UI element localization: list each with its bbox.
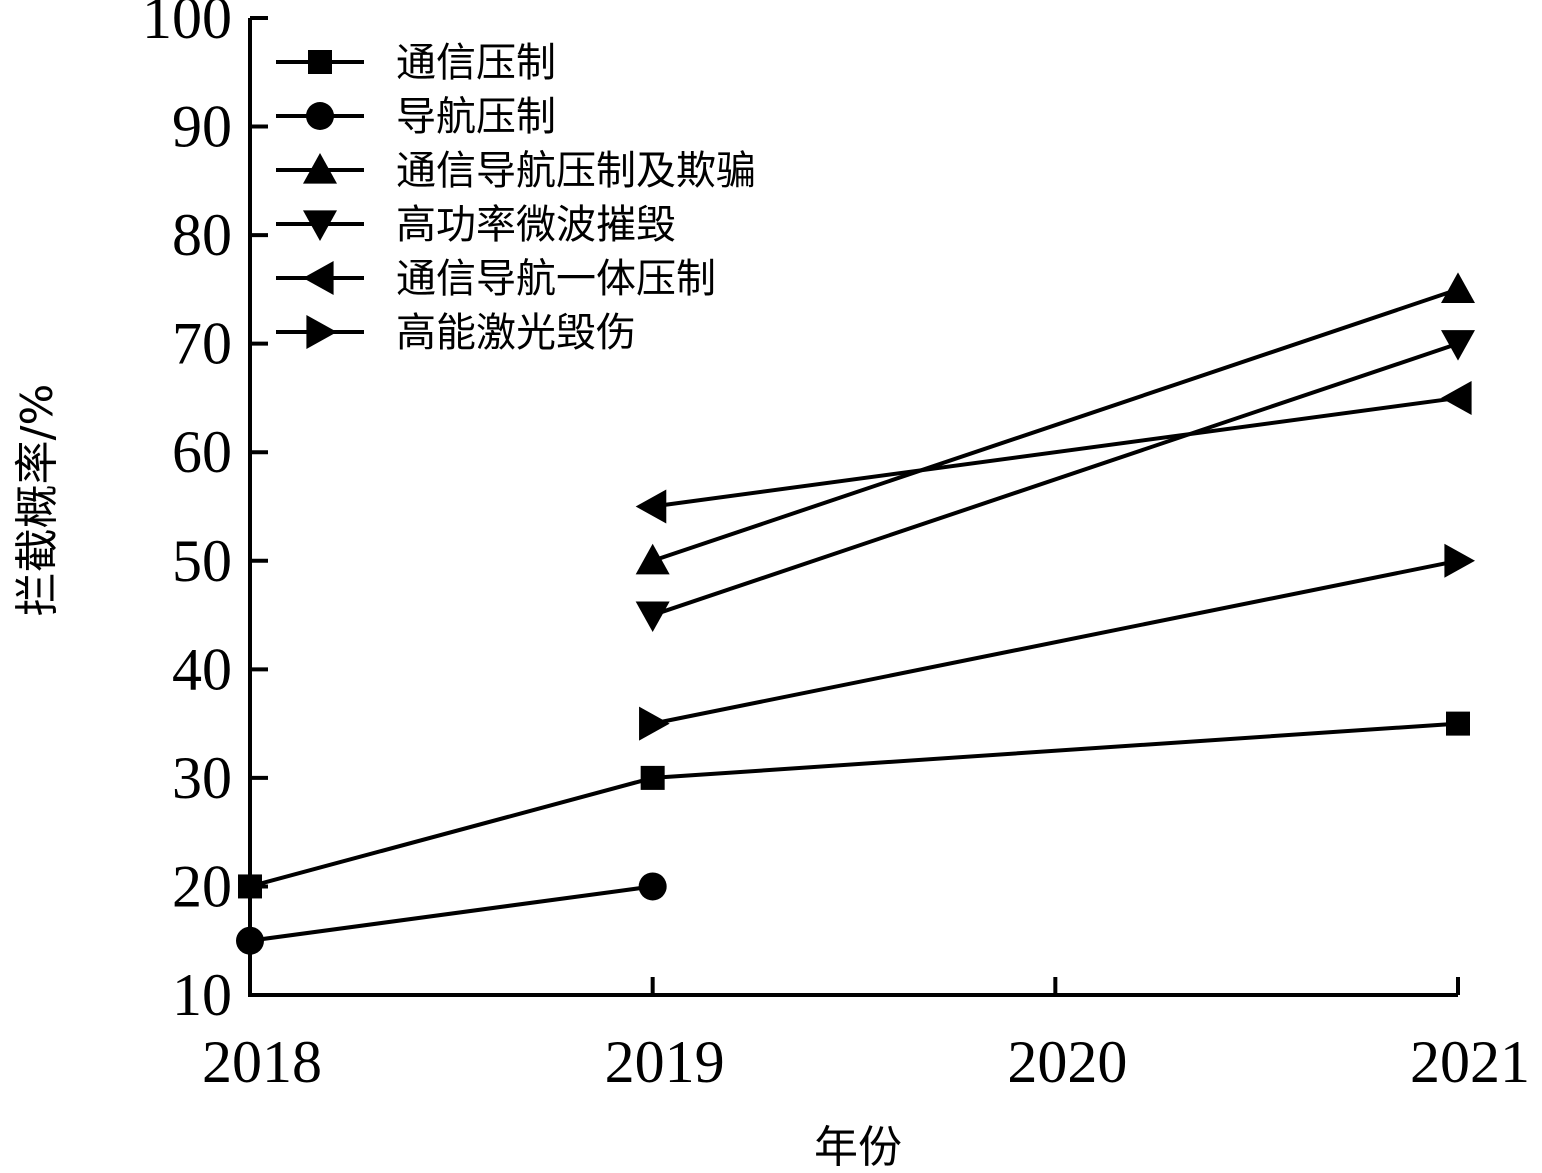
x-tick-label: 2019: [605, 1029, 725, 1095]
data-point: [1441, 380, 1472, 415]
data-point: [1446, 711, 1470, 736]
data-point: [640, 765, 665, 790]
series-line: [652, 558, 1459, 726]
y-tick-label: 70: [172, 311, 232, 377]
y-tick-label: 10: [172, 962, 232, 1028]
series-line: [652, 395, 1459, 509]
series-line: [249, 884, 653, 943]
y-axis-title: 拦截概率/%: [12, 384, 63, 617]
legend-label: 通信导航压制及欺骗: [396, 148, 756, 194]
legend-entry-3: 通信导航压制及欺骗: [276, 148, 756, 194]
y-tick-label: 40: [172, 636, 232, 702]
series-4: [635, 330, 1475, 633]
legend-label: 高功率微波摧毁: [396, 202, 676, 248]
series-line: [249, 721, 1459, 889]
legend-marker: [306, 102, 334, 130]
data-point: [639, 706, 670, 741]
y-tick-label: 20: [172, 853, 232, 919]
x-axis-title: 年份: [814, 1122, 902, 1173]
data-point: [635, 543, 670, 575]
legend-entry-4: 高功率微波摧毁: [276, 202, 676, 248]
y-tick-label: 30: [172, 745, 232, 811]
series-2: [236, 872, 667, 955]
legend-entry-1: 通信压制: [276, 40, 556, 86]
y-tick-label: 90: [172, 94, 232, 160]
legend-marker: [306, 315, 337, 349]
legend-label: 高能激光毁伤: [396, 310, 636, 356]
data-point: [635, 489, 667, 524]
x-tick-label: 2021: [1410, 1029, 1530, 1095]
series-line: [652, 341, 1459, 617]
legend-marker: [303, 210, 337, 241]
data-point: [1441, 272, 1475, 303]
data-point: [238, 874, 262, 899]
legend-label: 通信压制: [396, 40, 556, 86]
data-point: [638, 872, 667, 901]
data-point: [635, 601, 670, 633]
legend-entry-5: 通信导航一体压制: [276, 256, 716, 302]
legend-entry-6: 高能激光毁伤: [276, 310, 636, 356]
y-tick-label: 60: [172, 419, 232, 485]
y-tick-label: 80: [172, 202, 232, 268]
legend-label: 通信导航一体压制: [396, 256, 716, 302]
data-point: [236, 926, 264, 955]
data-point: [1444, 543, 1475, 578]
x-tick-label: 2020: [1007, 1029, 1127, 1095]
legend-marker: [308, 50, 332, 74]
y-tick-label: 50: [172, 528, 232, 594]
series-line: [652, 287, 1459, 563]
series-6: [639, 543, 1475, 741]
x-tick-label: 2018: [202, 1029, 322, 1095]
series-1: [238, 711, 1470, 899]
legend-label: 导航压制: [396, 94, 556, 140]
legend-marker: [303, 153, 337, 184]
series-3: [635, 272, 1475, 575]
series-5: [635, 380, 1472, 524]
axes: 10 20 30 40 50 60 70 80 90 100 2018 2019 2020 2021: [142, 0, 1530, 1095]
legend-marker: [303, 261, 334, 295]
series-layer: [236, 272, 1475, 955]
data-point: [1441, 330, 1475, 361]
legend-entry-2: 导航压制: [276, 94, 556, 140]
y-tick-label: 100: [142, 0, 232, 51]
